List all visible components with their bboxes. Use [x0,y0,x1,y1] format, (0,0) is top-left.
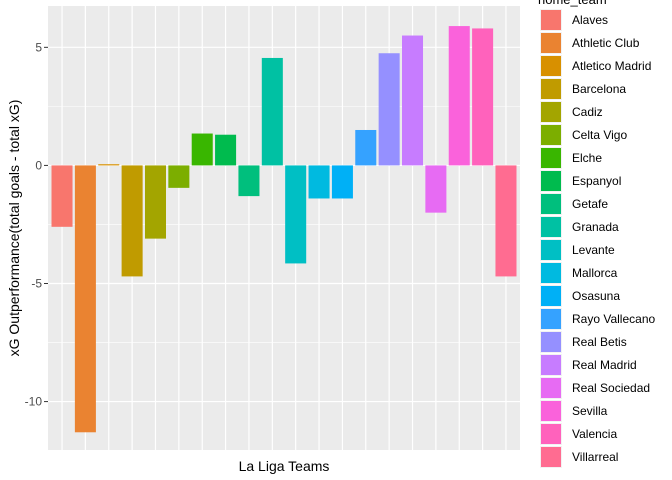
legend-swatch [541,355,561,375]
legend-label: Real Betis [572,335,627,349]
legend-label: Mallorca [572,266,618,280]
y-tick-label: 0 [35,158,42,172]
bar-real-betis [378,53,400,166]
legend-swatch [541,309,561,329]
legend-label: Rayo Vallecano [572,312,655,326]
legend-label: Cadiz [572,105,603,119]
bar-celta-vigo [168,165,190,188]
x-axis-title: La Liga Teams [239,458,330,474]
legend-swatch [541,194,561,214]
legend-swatch [541,171,561,191]
bars [51,26,517,433]
bar-cadiz [144,165,166,239]
legend-swatch [541,33,561,53]
legend-label: Barcelona [572,82,626,96]
bar-villarreal [495,165,517,277]
legend-label: Espanyol [572,174,621,188]
bar-getafe [238,165,260,197]
legend-swatch [541,102,561,122]
bar-mallorca [308,165,330,199]
bar-granada [261,57,283,166]
legend-label: Granada [572,220,619,234]
y-axis-title: xG Outperformance(total goals - total xG… [6,100,22,357]
legend-label: Osasuna [572,289,620,303]
legend-swatch [541,10,561,30]
y-tick-label: -5 [31,277,42,291]
bar-rayo-vallecano [355,129,377,166]
bar-valencia [472,28,494,166]
legend-label: Getafe [572,197,608,211]
legend-label: Alaves [572,13,608,27]
legend-swatch [541,125,561,145]
legend-swatch [541,378,561,398]
bar-real-sociedad [425,165,447,213]
legend-label: Real Madrid [572,358,637,372]
bar-real-madrid [402,35,424,166]
y-tick-label: 5 [35,40,42,54]
legend-label: Elche [572,151,602,165]
bar-sevilla [448,26,470,166]
legend-label: Levante [572,243,615,257]
legend-swatch [541,79,561,99]
y-tick-label: -10 [25,395,43,409]
legend-label: Athletic Club [572,36,640,50]
legend-label: Real Sociedad [572,381,650,395]
legend-swatch [541,447,561,467]
legend-swatch [541,401,561,421]
legend-swatch [541,56,561,76]
bar-levante [285,165,307,264]
bar-elche [191,133,213,166]
bar-alaves [51,165,73,227]
legend-label: Celta Vigo [572,128,627,142]
legend-swatch [541,263,561,283]
legend-swatch [541,217,561,237]
legend-label: Atletico Madrid [572,59,651,73]
legend-swatch [541,286,561,306]
bar-osasuna [331,165,353,199]
legend-swatch [541,240,561,260]
legend-label: Valencia [572,427,617,441]
bar-atletico-madrid [98,164,120,166]
bar-espanyol [215,134,237,166]
legend-swatch [541,424,561,444]
legend-swatch [541,148,561,168]
bar-athletic-club [74,165,96,433]
legend-label: Villarreal [572,450,618,464]
y-axis: 5 0 -5 -10 [25,40,48,409]
legend-title: home_team [538,0,607,7]
bar-barcelona [121,165,143,277]
legend: home_team Alaves Athletic Club Atletico Ma… [538,0,655,468]
legend-label: Sevilla [572,404,608,418]
legend-swatch [541,332,561,352]
